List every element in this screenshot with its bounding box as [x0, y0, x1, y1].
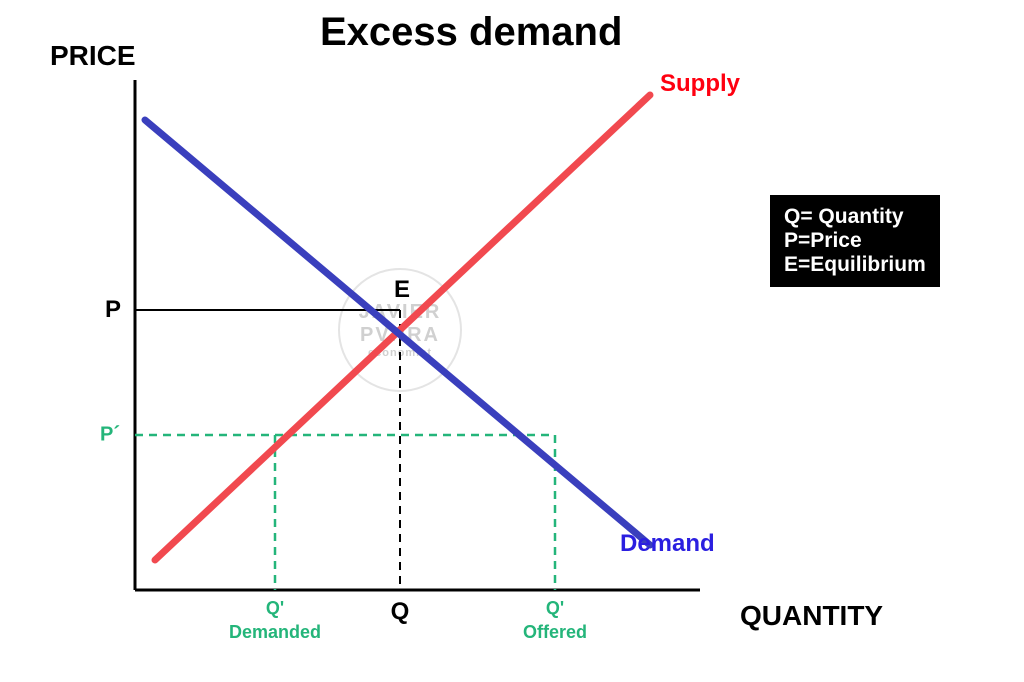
label-Q-demanded-top: Q' [266, 598, 284, 619]
chart-stage: Excess demand PRICE QUANTITY JAVIER PVRR… [0, 0, 1024, 682]
legend-box: Q= Quantity P=Price E=Equilibrium [770, 195, 940, 287]
supply-curve [155, 95, 650, 560]
label-Q-offered-top: Q' [546, 598, 564, 619]
legend-line-1: P=Price [784, 229, 926, 253]
label-Pprime: P´ [100, 424, 120, 447]
supply-label: Supply [660, 70, 740, 98]
label-P: P [105, 296, 121, 324]
label-Q-demanded-bottom: Demanded [229, 622, 321, 643]
demand-curve [145, 120, 650, 545]
legend-line-0: Q= Quantity [784, 205, 926, 229]
plot-svg [0, 0, 1024, 682]
label-E: E [394, 276, 410, 304]
label-Q-offered-bottom: Offered [523, 622, 587, 643]
legend-line-2: E=Equilibrium [784, 253, 926, 277]
demand-label: Demand [620, 530, 715, 558]
label-Q: Q [391, 598, 410, 626]
